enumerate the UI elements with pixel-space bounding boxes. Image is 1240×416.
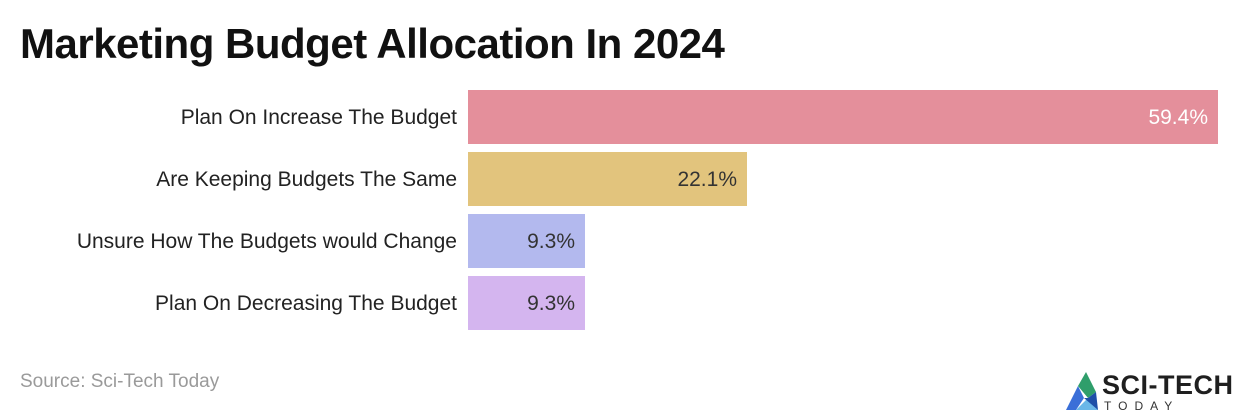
category-label: Are Keeping Budgets The Same xyxy=(156,168,457,191)
logo-subtitle: TODAY xyxy=(1104,399,1180,413)
data-label: 9.3% xyxy=(527,230,575,253)
bar xyxy=(468,152,747,206)
category-label: Plan On Decreasing The Budget xyxy=(155,292,457,315)
source-note: Source: Sci-Tech Today xyxy=(20,371,220,392)
bar xyxy=(468,276,585,330)
bar xyxy=(468,214,585,268)
data-label: 59.4% xyxy=(1148,106,1208,129)
brand-logo: SCI-TECH TODAY xyxy=(1062,368,1240,414)
data-label: 9.3% xyxy=(527,292,575,315)
logo-wordmark: SCI-TECH xyxy=(1102,370,1234,400)
chart-title: Marketing Budget Allocation In 2024 xyxy=(20,20,725,67)
triangle-logo-icon xyxy=(1066,372,1098,410)
bar xyxy=(468,90,1218,144)
category-label: Plan On Increase The Budget xyxy=(181,106,457,129)
bar-chart: Plan On Increase The Budget 59.4% Are Keep… xyxy=(77,90,1218,330)
category-label: Unsure How The Budgets would Change xyxy=(77,230,457,253)
data-label: 22.1% xyxy=(677,168,737,191)
